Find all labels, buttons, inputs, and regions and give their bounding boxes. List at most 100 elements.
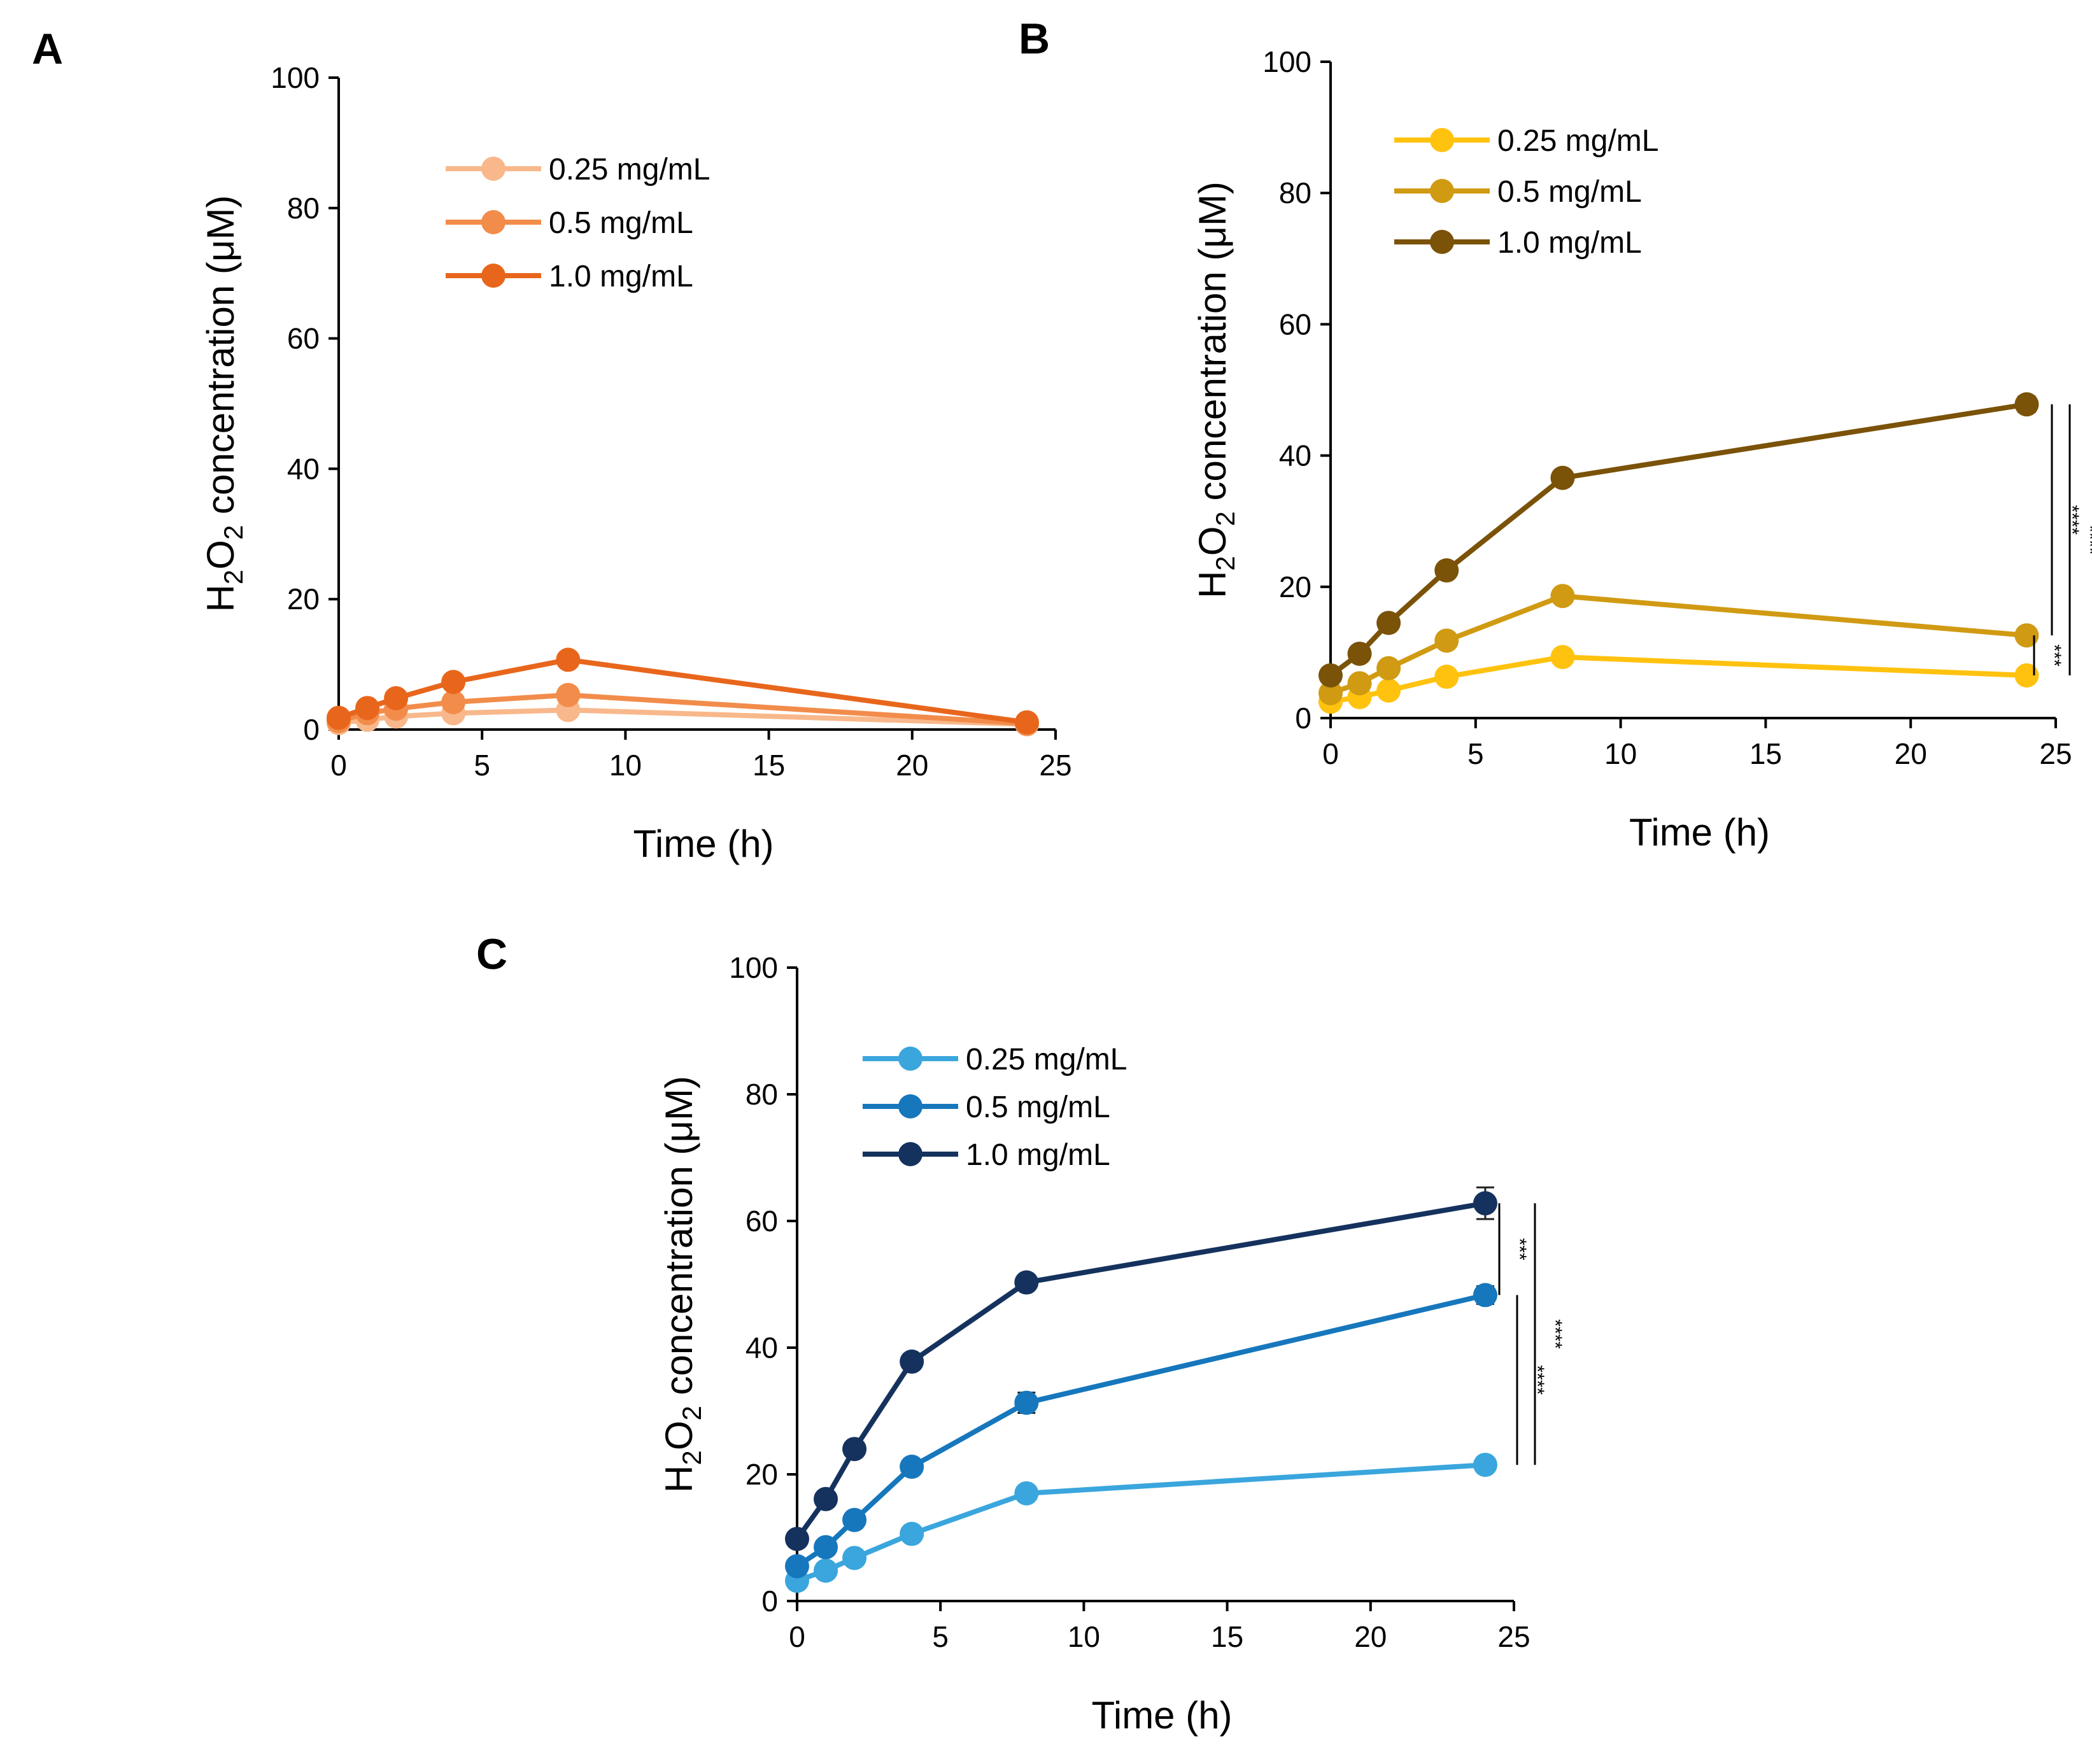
data-point (842, 1546, 867, 1570)
data-point (556, 647, 581, 672)
x-tick-label: 0 (789, 1620, 805, 1653)
significance-label: **** (2079, 525, 2092, 555)
y-axis-title-part: H (658, 1465, 700, 1493)
data-point (1347, 671, 1372, 696)
data-point (441, 670, 466, 695)
y-tick-label: 60 (287, 322, 320, 355)
x-tick-label: 20 (896, 749, 928, 782)
legend-marker (898, 1142, 922, 1166)
data-point (1376, 610, 1401, 635)
x-axis-title: Time (h) (1091, 1694, 1232, 1737)
data-point (814, 1535, 838, 1560)
x-tick-label: 25 (2039, 737, 2072, 770)
y-axis-title: H2O2 concentration (μM) (658, 1076, 707, 1493)
x-tick-label: 10 (609, 749, 642, 782)
data-point (1550, 645, 1575, 670)
data-point (1473, 1283, 1497, 1308)
series-2 (327, 647, 1039, 735)
legend-entry-1: 0.5 mg/mL (446, 206, 693, 240)
y-axis-title: H2O2 concentration (μM) (199, 195, 248, 612)
data-point (1473, 1453, 1497, 1478)
legend-entry-2: 1.0 mg/mL (1394, 226, 1642, 260)
y-axis-title-part: concentration (μM) (1191, 181, 1234, 511)
series-2 (785, 1186, 1497, 1551)
data-point (1014, 710, 1039, 735)
y-axis-title-subscript: 2 (1210, 556, 1240, 570)
y-axis-title: H2O2 concentration (μM) (1191, 181, 1240, 598)
series-1 (785, 1283, 1497, 1579)
legend-marker (898, 1094, 922, 1118)
x-axis-title: Time (h) (633, 822, 774, 865)
y-tick-label: 80 (1279, 176, 1311, 209)
y-axis-title-part: H (1191, 571, 1234, 598)
legend-entry-0: 0.25 mg/mL (446, 153, 710, 187)
legend-marker (481, 157, 505, 181)
legend-marker (1430, 128, 1454, 152)
data-point (327, 705, 351, 730)
data-point (1434, 628, 1459, 653)
y-axis-title-part: O (658, 1421, 700, 1451)
y-tick-label: 0 (303, 713, 320, 746)
legend-entry-2: 1.0 mg/mL (446, 260, 693, 293)
significance-label: **** (1527, 1365, 1548, 1395)
data-point (355, 696, 380, 721)
significance-label: **** (1544, 1319, 1565, 1349)
data-point (1376, 678, 1401, 703)
series-line (795, 1292, 1486, 1569)
y-tick-label: 20 (1279, 570, 1311, 603)
data-point (1550, 584, 1575, 609)
data-point (1014, 1481, 1039, 1506)
legend-entry-0: 0.25 mg/mL (1394, 124, 1658, 158)
series-line (1329, 402, 2028, 678)
legend-marker (898, 1047, 922, 1071)
legend-label: 0.5 mg/mL (1497, 175, 1642, 209)
y-axis-title-subscript: 2 (677, 1406, 707, 1420)
x-tick-label: 20 (1895, 737, 1927, 770)
x-tick-label: 15 (753, 749, 785, 782)
y-tick-label: 0 (1295, 702, 1311, 735)
y-tick-label: 60 (1279, 307, 1311, 341)
panel-label: B (1019, 15, 1050, 63)
panel-label: C (476, 930, 507, 978)
x-tick-label: 5 (474, 749, 490, 782)
y-tick-label: 100 (729, 951, 778, 984)
legend-label: 0.25 mg/mL (1497, 124, 1658, 158)
significance-label: *** (2044, 644, 2065, 667)
data-point (900, 1521, 924, 1546)
data-point (900, 1455, 924, 1479)
significance-bracket: *** (2033, 635, 2065, 675)
legend-entry-2: 1.0 mg/mL (863, 1138, 1110, 1172)
x-tick-label: 0 (330, 749, 347, 782)
data-point (1473, 1191, 1497, 1216)
data-point (785, 1554, 809, 1579)
panel-label: A (32, 25, 63, 73)
legend-marker (1430, 230, 1454, 254)
legend-label: 1.0 mg/mL (966, 1138, 1110, 1172)
data-point (2014, 623, 2039, 648)
significance-bracket: **** (1516, 1295, 1548, 1465)
x-tick-label: 25 (1039, 749, 1071, 782)
data-point (1014, 1390, 1039, 1415)
significance-bracket: *** (1498, 1203, 1530, 1295)
y-axis-title-part: H (199, 584, 242, 612)
series-0 (1318, 645, 2039, 714)
data-point (814, 1558, 838, 1583)
y-tick-label: 80 (287, 192, 320, 225)
data-point (1347, 641, 1372, 666)
data-point (842, 1507, 867, 1532)
data-point (1014, 1270, 1039, 1295)
legend-label: 1.0 mg/mL (549, 260, 693, 293)
significance-label: **** (2061, 505, 2082, 535)
y-axis-title-part: concentration (μM) (199, 195, 242, 525)
data-point (441, 689, 466, 714)
legend-entry-1: 0.5 mg/mL (863, 1090, 1110, 1124)
y-axis-title-subscript: 2 (677, 1450, 707, 1465)
y-axis-title-part: O (199, 540, 242, 570)
legend-label: 0.25 mg/mL (549, 153, 710, 187)
x-axis-title: Time (h) (1629, 811, 1770, 854)
series-0 (785, 1453, 1497, 1593)
x-tick-label: 0 (1322, 737, 1339, 770)
y-tick-label: 0 (761, 1584, 778, 1618)
y-axis-title-part: O (1191, 526, 1234, 556)
